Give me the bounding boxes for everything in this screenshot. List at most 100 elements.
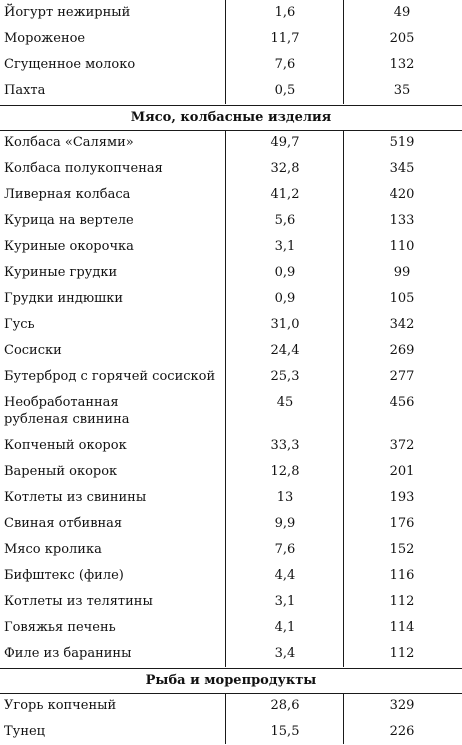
table-row: Сгущенное молоко 7,6 132 [0,52,462,78]
fat-value: 13 [276,490,294,505]
food-name: Сосиски [4,343,62,358]
table-row: Курица на вертеле 5,6 133 [0,208,462,234]
section-rule [0,668,462,669]
kcal-value: 420 [389,187,415,202]
kcal-value: 116 [389,568,415,583]
kcal-value: 132 [389,57,415,72]
food-name: Вареный окорок [4,464,118,479]
table-row: Вареный окорок 12,8 201 [0,459,462,485]
fat-value: 0,9 [274,291,296,306]
food-name: Мороженое [4,31,86,46]
section-title: Мясо, колбасные изделия [130,110,332,125]
food-name: Необработанная рубленая свинина [4,395,130,427]
food-name: Котлеты из телятины [4,594,153,609]
fat-value: 7,6 [274,57,296,72]
table-row: Пахта 0,5 35 [0,78,462,104]
food-name: Говяжья печень [4,620,116,635]
table-row: Котлеты из свинины 13 193 [0,485,462,511]
table-row: Йогурт нежирный 1,6 49 [0,0,462,26]
fat-value: 3,4 [274,646,296,661]
kcal-value: 201 [389,464,415,479]
fat-value: 45 [276,395,294,410]
table-row: Котлеты из телятины 3,1 112 [0,589,462,615]
column-divider-left [225,130,226,667]
kcal-value: 49 [393,5,411,20]
food-name: Бифштекс (филе) [4,568,124,583]
fat-value: 11,7 [270,31,300,46]
fat-value: 3,1 [274,594,296,609]
table-row: Колбаса полукопченая 32,8 345 [0,156,462,182]
food-name: Пахта [4,83,46,98]
kcal-value: 345 [389,161,415,176]
table-row: Бутерброд с горячей сосиской 25,3 277 [0,364,462,390]
table-row: Тунец 15,5 226 [0,719,462,745]
fat-value: 7,6 [274,542,296,557]
food-name: Колбаса полукопченая [4,161,163,176]
fat-value: 5,6 [274,213,296,228]
kcal-value: 342 [389,317,415,332]
food-name: Куриные грудки [4,265,118,280]
kcal-value: 114 [389,620,415,635]
fat-value: 25,3 [270,369,300,384]
fat-value: 3,1 [274,239,296,254]
section-rule [0,130,462,131]
fat-value: 15,5 [270,724,300,739]
kcal-value: 112 [389,646,415,661]
table-row: Мясо кролика 7,6 152 [0,537,462,563]
fat-value: 4,4 [274,568,296,583]
column-divider-left [225,693,226,744]
food-name: Курица на вертеле [4,213,134,228]
food-name: Котлеты из свинины [4,490,147,505]
kcal-value: 193 [389,490,415,505]
fat-value: 1,6 [274,5,296,20]
kcal-value: 269 [389,343,415,358]
kcal-value: 35 [393,83,411,98]
fat-value: 0,5 [274,83,296,98]
table-row: Филе из баранины 3,4 112 [0,641,462,667]
column-divider-right [343,0,344,104]
section-title: Рыба и морепродукты [145,673,317,688]
kcal-value: 152 [389,542,415,557]
fat-value: 49,7 [270,135,300,150]
fat-value: 12,8 [270,464,300,479]
kcal-value: 99 [393,265,411,280]
fat-value: 33,3 [270,438,300,453]
fat-value: 24,4 [270,343,300,358]
food-name: Куриные окорочка [4,239,134,254]
column-divider-left [225,0,226,104]
kcal-value: 456 [389,395,415,410]
table-row: Свиная отбивная 9,9 176 [0,511,462,537]
fat-value: 9,9 [274,516,296,531]
table-row: Сосиски 24,4 269 [0,338,462,364]
kcal-value: 372 [389,438,415,453]
fat-value: 0,9 [274,265,296,280]
kcal-value: 519 [389,135,415,150]
table-row: Говяжья печень 4,1 114 [0,615,462,641]
food-name: Сгущенное молоко [4,57,136,72]
table-row: Необработанная рубленая свинина 45 456 [0,390,462,433]
column-divider-right [343,693,344,744]
food-name: Мясо кролика [4,542,102,557]
table-row: Куриные окорочка 3,1 110 [0,234,462,260]
food-name: Бутерброд с горячей сосиской [4,369,216,384]
food-name: Колбаса «Салями» [4,135,134,150]
food-name: Филе из баранины [4,646,132,661]
food-name: Тунец [4,724,46,739]
kcal-value: 112 [389,594,415,609]
table-row: Копченый окорок 33,3 372 [0,433,462,459]
kcal-value: 277 [389,369,415,384]
table-row: Бифштекс (филе) 4,4 116 [0,563,462,589]
food-name: Копченый окорок [4,438,127,453]
fat-value: 32,8 [270,161,300,176]
kcal-value: 226 [389,724,415,739]
section-rule [0,693,462,694]
table-row: Угорь копченый 28,6 329 [0,693,462,719]
kcal-value: 176 [389,516,415,531]
food-name: Грудки индюшки [4,291,124,306]
food-name: Свиная отбивная [4,516,123,531]
food-name: Гусь [4,317,35,332]
food-name: Ливерная колбаса [4,187,131,202]
table-row: Колбаса «Салями» 49,7 519 [0,130,462,156]
table-row: Ливерная колбаса 41,2 420 [0,182,462,208]
kcal-value: 329 [389,698,415,713]
